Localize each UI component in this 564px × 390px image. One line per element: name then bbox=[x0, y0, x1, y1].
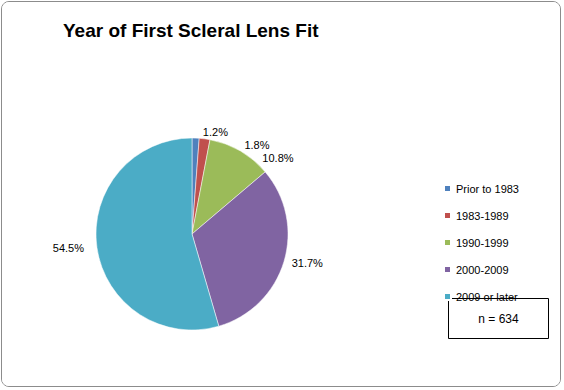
svg-text:1.8%: 1.8% bbox=[244, 139, 269, 151]
svg-text:2000-2009: 2000-2009 bbox=[456, 264, 509, 276]
svg-text:Year of First Scleral Lens Fit: Year of First Scleral Lens Fit bbox=[63, 20, 319, 41]
svg-text:Prior to 1983: Prior to 1983 bbox=[456, 183, 519, 195]
svg-text:2009 or later: 2009 or later bbox=[456, 291, 518, 303]
svg-text:1.2%: 1.2% bbox=[203, 126, 228, 138]
svg-text:1990-1999: 1990-1999 bbox=[456, 237, 509, 249]
svg-text:31.7%: 31.7% bbox=[292, 257, 323, 269]
svg-text:54.5%: 54.5% bbox=[53, 242, 84, 254]
svg-text:10.8%: 10.8% bbox=[262, 152, 293, 164]
svg-text:1983-1989: 1983-1989 bbox=[456, 210, 509, 222]
svg-text:n = 634: n = 634 bbox=[478, 312, 519, 326]
